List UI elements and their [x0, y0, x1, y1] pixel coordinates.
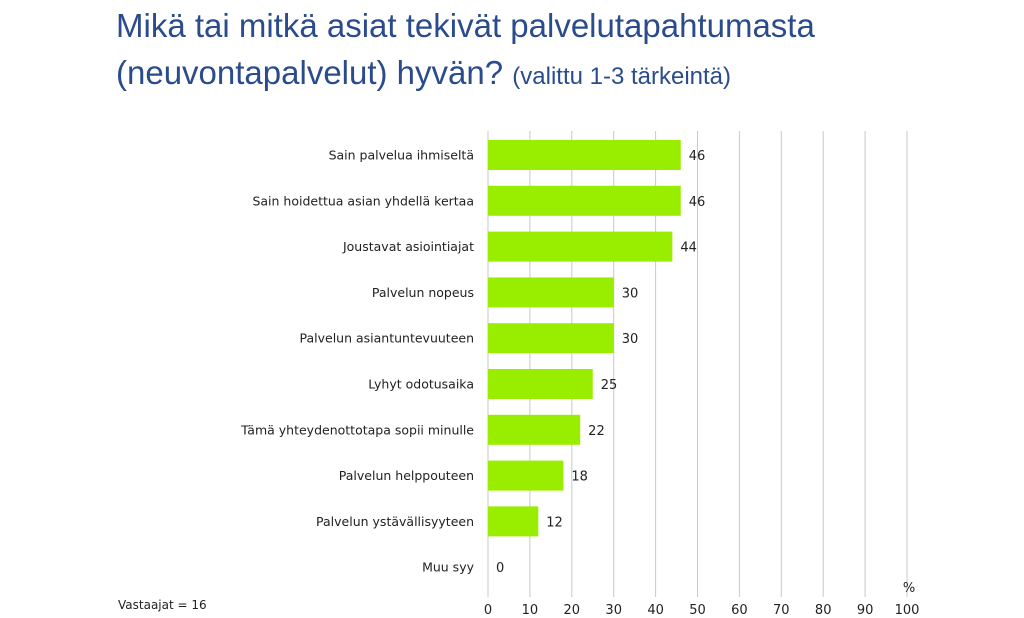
x-tick-label: 50: [689, 603, 706, 618]
chart-title-line-1: Mikä tai mitkä asiat tekivät palvelutapa…: [116, 7, 815, 44]
category-label: Joustavat asiointiajat: [342, 239, 474, 254]
x-tick-label: 10: [522, 603, 539, 618]
data-label: 44: [680, 241, 697, 256]
chart-subtitle: (valittu 1-3 tärkeintä): [512, 63, 732, 90]
x-tick-label: 90: [857, 603, 874, 618]
bar: [488, 323, 614, 354]
data-label: 30: [622, 332, 639, 347]
x-tick-label: 20: [564, 603, 581, 618]
data-label: 25: [601, 378, 618, 393]
bar: [488, 277, 614, 308]
x-tick-label: 100: [895, 603, 920, 618]
x-axis-unit-label: %: [903, 581, 915, 596]
data-label: 18: [571, 470, 588, 485]
data-label: 46: [689, 149, 706, 164]
x-tick-label: 60: [731, 603, 748, 618]
chart-title-question: (neuvontapalvelut) hyvän?: [116, 54, 504, 91]
chart-title-line-2: (neuvontapalvelut) hyvän? (valittu 1-3 t…: [116, 49, 996, 100]
x-tick-label: 80: [815, 603, 832, 618]
bar: [488, 231, 673, 262]
category-label: Palvelun asiantuntevuuteen: [300, 331, 475, 346]
data-label: 46: [689, 195, 706, 210]
category-label: Palvelun nopeus: [372, 285, 474, 300]
category-label: Tämä yhteydenottotapa sopii minulle: [240, 422, 474, 437]
x-tick-label: 30: [605, 603, 622, 618]
x-tick-label: 70: [773, 603, 790, 618]
x-tick-label: 40: [647, 603, 664, 618]
data-label: 30: [622, 286, 639, 301]
bar: [488, 414, 581, 445]
bar: [488, 185, 681, 216]
category-label: Lyhyt odotusaika: [368, 377, 474, 392]
category-label: Sain palvelua ihmiseltä: [329, 148, 474, 163]
data-label: 0: [496, 561, 504, 576]
category-label: Palvelun ystävällisyyteen: [316, 514, 474, 529]
chart-title: Mikä tai mitkä asiat tekivät palvelutapa…: [116, 2, 996, 100]
bar: [488, 460, 564, 491]
category-label: Muu syy: [422, 560, 475, 575]
bar: [488, 140, 681, 170]
bar: [488, 369, 593, 399]
data-label: 22: [588, 424, 605, 439]
category-label: Palvelun helppouteen: [339, 468, 474, 483]
respondents-note: Vastaajat = 16: [118, 598, 207, 612]
x-tick-label: 0: [484, 603, 492, 618]
data-label: 12: [546, 515, 563, 530]
category-label: Sain hoidettua asian yhdellä kertaa: [252, 193, 474, 208]
bar: [488, 506, 539, 537]
